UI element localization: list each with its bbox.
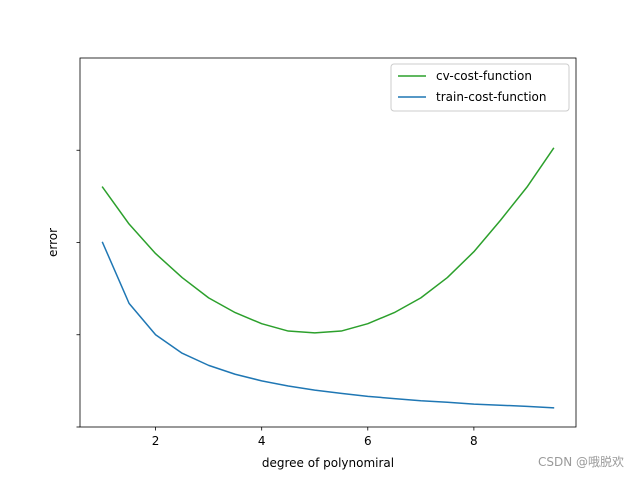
series-layer (101, 147, 555, 409)
x-tick-label: 2 (152, 434, 160, 448)
series-line-cv-cost-function (101, 147, 555, 334)
legend-box (390, 63, 570, 112)
x-tick-label: 6 (364, 434, 372, 448)
legend-label-cv-cost-function: cv-cost-function (436, 69, 532, 83)
x-axis: 2 4 6 8 (152, 427, 478, 448)
plot-background (80, 58, 576, 427)
x-tick-label: 4 (258, 434, 266, 448)
x-axis-label: degree of polynomiral (262, 456, 394, 470)
watermark: CSDN @哦脱欢 (537, 455, 624, 469)
x-tick-label: 8 (470, 434, 478, 448)
y-axis (76, 149, 80, 428)
plot-area (80, 58, 576, 427)
y-axis-label: error (46, 228, 60, 257)
legend: cv-cost-function train-cost-function (390, 63, 570, 112)
legend-label-train-cost-function: train-cost-function (436, 90, 547, 104)
series-line-train-cost-function (101, 241, 555, 409)
